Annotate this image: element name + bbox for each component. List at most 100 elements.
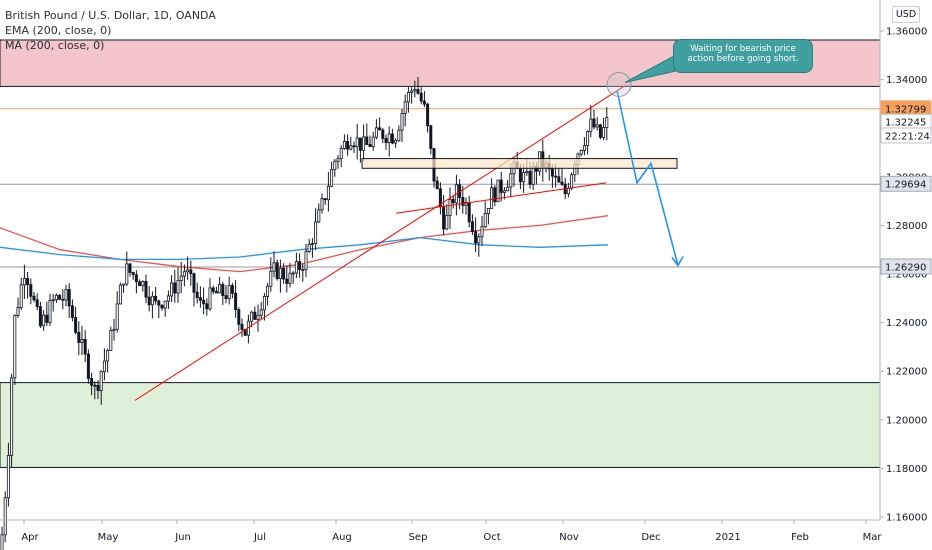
ma-200-line	[0, 236, 609, 261]
candle-body	[118, 284, 122, 305]
candle-body	[349, 145, 353, 150]
ema-legend[interactable]: EMA (200, close, 0)	[5, 24, 112, 37]
zones-layer	[0, 39, 881, 468]
time-tick-label: Aug	[332, 532, 352, 543]
candle-body	[285, 278, 289, 284]
candle-body	[371, 136, 375, 147]
candle-body	[467, 201, 471, 223]
ma-legend[interactable]: MA (200, close, 0)	[5, 39, 105, 52]
candle-body	[403, 101, 407, 114]
candle-body	[198, 297, 202, 301]
candle	[58, 294, 62, 300]
candle-body	[224, 295, 228, 300]
candle	[211, 285, 215, 295]
price-label: 1.29694	[885, 180, 926, 191]
candle	[262, 293, 266, 321]
candle-body	[560, 181, 564, 185]
time-tick-label: May	[98, 532, 119, 543]
candle-body	[64, 289, 68, 301]
candle-body	[22, 278, 26, 286]
candle-body	[358, 137, 362, 151]
candle	[490, 178, 494, 209]
candle-body	[134, 274, 138, 283]
candle-body	[579, 150, 583, 155]
candle-body	[477, 236, 481, 244]
currency-button[interactable]: USD	[892, 6, 920, 23]
candle	[381, 128, 385, 144]
candle	[410, 87, 414, 104]
candle	[186, 256, 190, 280]
candle-body	[448, 198, 452, 216]
candle-body	[602, 127, 606, 138]
annotation-callout[interactable]: Waiting for bearish price action before …	[673, 39, 813, 73]
candle-body	[13, 315, 17, 379]
chart-legend: British Pound / U.S. Dollar, 1D, OANDA E…	[5, 8, 216, 53]
candle	[304, 243, 308, 278]
candle	[586, 130, 590, 155]
candle-body	[93, 384, 97, 387]
symbol-title[interactable]: British Pound / U.S. Dollar, 1D, OANDA	[5, 9, 216, 22]
candle	[131, 271, 135, 280]
candle-body	[298, 261, 302, 271]
candle	[326, 172, 330, 212]
candle-body	[266, 285, 270, 297]
candle	[269, 257, 273, 292]
candle	[234, 280, 238, 318]
candle-body	[0, 534, 4, 550]
candle-body	[195, 291, 199, 299]
candle	[106, 348, 110, 373]
candle	[173, 269, 177, 303]
candle	[384, 134, 388, 150]
candle	[352, 141, 356, 154]
candle	[179, 262, 183, 294]
candle-body	[128, 263, 132, 273]
candle-body	[112, 328, 116, 331]
candle-body	[502, 190, 506, 193]
candle-body	[378, 127, 382, 131]
candle-body	[10, 377, 14, 456]
candle	[416, 76, 420, 95]
candle	[3, 491, 7, 543]
candle	[61, 289, 65, 310]
candle	[435, 176, 439, 190]
candle	[205, 298, 209, 316]
candle-body	[336, 158, 340, 162]
candle	[442, 194, 446, 236]
candle-body	[51, 299, 55, 302]
candle	[285, 265, 289, 293]
candle-body	[320, 198, 324, 211]
candle-body	[317, 209, 321, 223]
candle-body	[355, 137, 359, 148]
candle-body	[342, 141, 346, 149]
candle-body	[410, 90, 414, 93]
candle	[182, 264, 186, 287]
candle	[198, 286, 202, 308]
candle	[138, 279, 142, 287]
candle	[93, 381, 97, 400]
candle	[330, 161, 334, 188]
time-tick-label: Jul	[253, 532, 266, 543]
candle-body	[144, 281, 148, 298]
price-tick-label: 1.34000	[886, 75, 927, 86]
lower-trendline	[134, 85, 626, 401]
candle-body	[301, 269, 305, 271]
candle	[90, 372, 94, 396]
candle-body	[38, 306, 42, 327]
candle-body	[570, 174, 574, 189]
candle-body	[499, 179, 503, 193]
candle	[35, 293, 39, 311]
candle	[422, 90, 426, 108]
candle-body	[259, 309, 263, 316]
time-axis[interactable]: Apr May Jun Jul Aug Sep Oct Nov Dec 2021 Feb Mar	[21, 520, 882, 543]
candle	[454, 174, 458, 216]
candle-body	[253, 311, 257, 320]
candle-body	[528, 171, 532, 185]
candle	[451, 194, 455, 209]
candle-body	[109, 330, 113, 351]
candle	[266, 282, 270, 306]
price-tick-label: 1.24000	[886, 318, 927, 329]
candle	[118, 282, 122, 305]
candle-body	[147, 296, 151, 306]
